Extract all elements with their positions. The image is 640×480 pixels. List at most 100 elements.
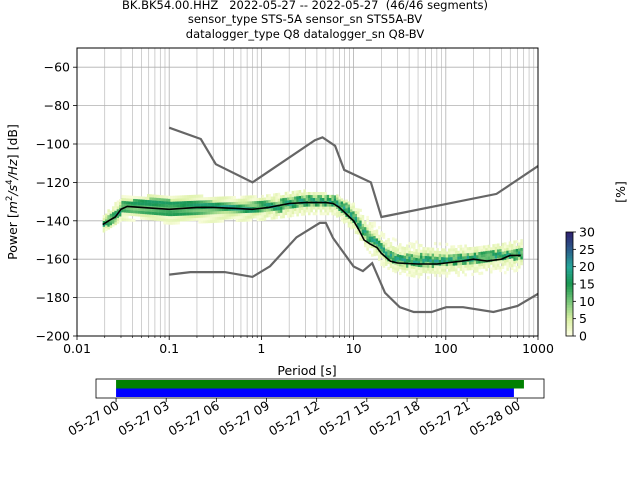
- psd-cell: [326, 194, 330, 198]
- psd-cell: [466, 255, 470, 259]
- psd-cell: [494, 261, 498, 265]
- psd-cell: [226, 210, 229, 214]
- psd-cell: [224, 205, 227, 209]
- psd-cell: [308, 197, 311, 201]
- psd-cell: [207, 211, 211, 215]
- psd-cell: [485, 253, 488, 257]
- psd-cell: [214, 199, 218, 203]
- psd-cell: [354, 225, 358, 229]
- psd-cell: [165, 201, 169, 205]
- psd-cell: [462, 261, 465, 265]
- psd-cell: [438, 271, 442, 275]
- psd-cell: [380, 248, 383, 252]
- psd-cell: [452, 251, 456, 255]
- psd-cell: [403, 252, 407, 256]
- psd-cell: [420, 269, 423, 273]
- psd-cell: [406, 273, 409, 277]
- psd-cell: [485, 250, 488, 254]
- psd-cell: [359, 223, 362, 227]
- high-noise-model-line: [168, 126, 538, 219]
- psd-cell: [298, 204, 302, 208]
- colorbar-segment: [566, 333, 573, 337]
- psd-cell: [340, 198, 344, 202]
- psd-cell: [508, 258, 512, 262]
- psd-cell: [506, 259, 509, 263]
- psd-cell: [347, 207, 351, 211]
- psd-cell: [336, 214, 339, 218]
- psd-cell: [352, 205, 355, 209]
- psd-cell: [466, 252, 470, 257]
- psd-cell: [350, 226, 353, 230]
- psd-cell: [518, 245, 521, 249]
- psd-cell: [469, 264, 472, 268]
- psd-cell: [371, 239, 374, 243]
- psd-cell: [515, 251, 519, 255]
- psd-cell: [403, 249, 407, 253]
- psd-cell: [434, 242, 437, 246]
- colorbar-segment: [566, 330, 573, 334]
- psd-cell: [511, 261, 514, 265]
- x-tick-label: 0.1: [159, 341, 179, 356]
- psd-cell: [333, 206, 337, 210]
- psd-cell: [459, 267, 463, 271]
- psd-cell: [126, 198, 129, 202]
- psd-cell: [273, 207, 276, 211]
- psd-cell: [144, 216, 148, 221]
- psd-cell: [182, 198, 185, 202]
- psd-cell: [179, 209, 183, 213]
- psd-cell: [373, 221, 376, 225]
- psd-cell: [366, 247, 369, 251]
- psd-cell: [114, 210, 117, 214]
- psd-cell: [259, 200, 262, 204]
- psd-cell: [196, 203, 199, 207]
- psd-cell: [226, 199, 229, 203]
- psd-cell: [380, 239, 383, 244]
- psd-cell: [508, 255, 512, 259]
- psd-cell: [452, 268, 456, 272]
- psd-cell: [163, 221, 166, 225]
- psd-cell: [329, 203, 332, 207]
- psd-cell: [413, 257, 416, 261]
- psd-cell: [149, 202, 152, 206]
- psd-cell: [340, 201, 344, 205]
- psd-cell: [147, 208, 150, 212]
- psd-cell: [168, 198, 171, 202]
- psd-cell: [487, 264, 491, 269]
- psd-cell: [282, 209, 285, 213]
- psd-cell: [476, 260, 479, 264]
- psd-cell: [511, 243, 514, 247]
- psd-cell: [520, 259, 523, 263]
- psd-cell: [324, 197, 327, 201]
- psd-cell: [452, 265, 456, 269]
- psd-cell: [422, 258, 425, 262]
- psd-cell: [385, 251, 388, 255]
- y-tick-label: −120: [36, 175, 70, 190]
- psd-cell: [193, 212, 197, 216]
- psd-cell: [396, 245, 400, 249]
- psd-cell: [102, 220, 106, 224]
- psd-cell: [417, 252, 421, 256]
- psd-cell: [240, 210, 243, 214]
- psd-cell: [459, 262, 463, 266]
- psd-cell: [490, 261, 493, 265]
- psd-cell: [196, 194, 199, 198]
- psd-cell: [119, 219, 122, 223]
- psd-cell: [389, 242, 393, 246]
- psd-cell: [378, 226, 381, 230]
- psd-cell: [198, 220, 201, 224]
- psd-cell: [338, 196, 341, 200]
- psd-cell: [445, 242, 449, 246]
- psd-cell: [172, 195, 176, 199]
- psd-cell: [352, 222, 355, 226]
- psd-cell: [249, 195, 253, 199]
- psd-cell: [483, 248, 486, 252]
- psd-cell: [107, 220, 110, 224]
- psd-cell: [434, 253, 437, 257]
- psd-cell: [305, 192, 309, 196]
- psd-cell: [182, 212, 185, 216]
- psd-cell: [515, 268, 519, 272]
- timeline-tick-label: 05-28 00: [467, 398, 523, 439]
- psd-cell: [123, 209, 127, 213]
- psd-cell: [387, 243, 390, 247]
- psd-cell: [459, 244, 463, 248]
